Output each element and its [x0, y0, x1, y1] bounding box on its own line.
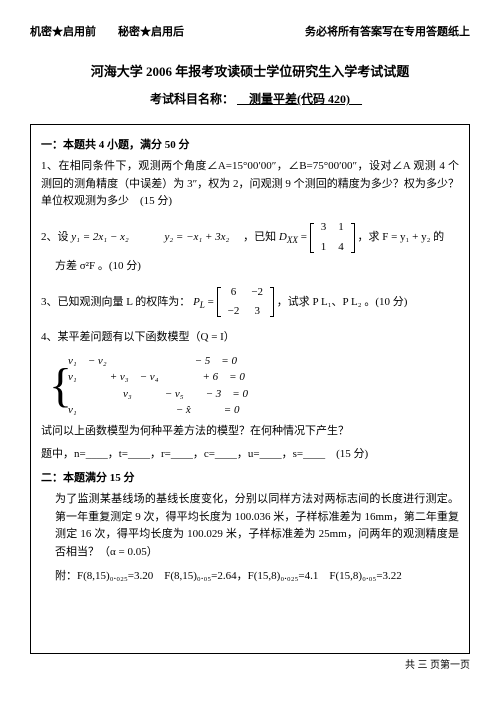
section-1: 一：本题共 4 小题，满分 50 分: [41, 137, 459, 155]
subject-label: 考试科目名称：: [150, 92, 234, 106]
sys-row-2: v₁ + v₃ − v₄ + 6 = 0: [68, 369, 248, 386]
question-5a: 为了监测某基线场的基线长度变化，分别以同样方法对两标志间的长度进行测定。第一年重…: [41, 491, 459, 561]
question-4b: 试问以上函数模型为何种平差方法的模型？在何种情况下产生？: [41, 423, 459, 441]
header: 机密★启用前 秘密★启用后 务必将所有答案写在专用答题纸上: [30, 24, 470, 42]
question-4: 4、某平差问题有以下函数模型（Q = I）: [41, 329, 459, 347]
header-right: 务必将所有答案写在专用答题纸上: [305, 24, 470, 42]
question-4c: 题中，n=____，t=____，r=____，c=____，u=____，s=…: [41, 446, 459, 464]
header-left: 机密★启用前 秘密★启用后: [30, 24, 184, 42]
sys-row-4: v₁ − x̂ = 0: [68, 402, 248, 419]
exam-title: 河海大学 2006 年报考攻读硕士学位研究生入学考试试题: [30, 62, 470, 83]
sys-row-1: v₁ − v₂ − 5 = 0: [68, 353, 248, 370]
question-1: 1、在相同条件下，观测两个角度∠A=15°00′00″，∠B=75°00′00″…: [41, 158, 459, 211]
subject-line: 考试科目名称： 测量平差(代码 420): [30, 90, 470, 109]
equation-system: { v₁ − v₂ − 5 = 0 v₁ + v₃ − v₄ + 6 = 0 v…: [49, 353, 459, 419]
subject-name: 测量平差(代码 420): [237, 92, 362, 106]
page-footer: 共 三 页第一页: [30, 658, 470, 674]
sys-row-3: v₃ − v₅ − 3 = 0: [68, 386, 248, 403]
content-box: 一：本题共 4 小题，满分 50 分 1、在相同条件下，观测两个角度∠A=15°…: [30, 124, 470, 654]
section-2: 二：本题满分 15 分: [41, 470, 459, 488]
question-5b: 附：F(8,15)₀.₀₂₅=3.20 F(8,15)₀.₀₅=2.64，F(1…: [41, 568, 459, 586]
question-2: 2、设 y₁ = 2x₁ − x₂ y₂ = −x₁ + 3x₂ ，已知 DXX…: [41, 217, 459, 276]
question-3: 3、已知观测向量 L 的权阵为： PL = 6−2−23 ，试求 P L₁、P …: [41, 282, 459, 323]
